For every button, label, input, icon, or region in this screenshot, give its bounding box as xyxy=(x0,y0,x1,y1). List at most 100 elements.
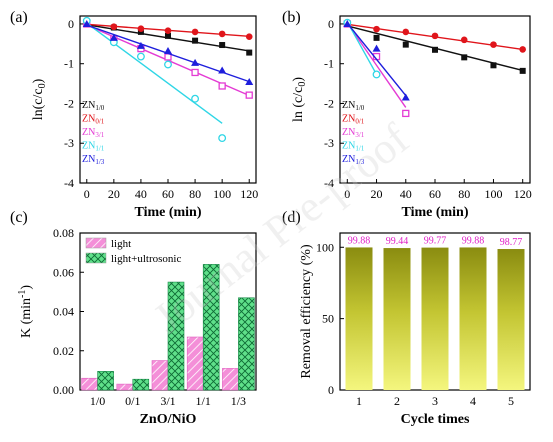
y-tick-label: -4 xyxy=(324,176,334,190)
bar-cycle xyxy=(345,247,373,390)
data-point xyxy=(191,94,200,103)
panel-c: 0.00 0.02 0.04 0.06 0.08 1/0 0/1 3/1 1/1 1/3 ZnO/N… xyxy=(17,226,257,427)
legend-entry-main: ZN xyxy=(342,100,355,111)
x-axis-title: Time (min) xyxy=(134,205,201,220)
y-axis-title: ln (c/c0) xyxy=(291,77,308,122)
data-point xyxy=(191,68,199,77)
data-point xyxy=(191,58,200,66)
legend-entry: ZN1/1 xyxy=(82,141,105,153)
x-tick-label: 0 xyxy=(344,187,350,201)
legend-entry-main: ZN xyxy=(82,127,95,138)
series-ZN1-3 xyxy=(82,19,254,86)
x-tick-label: 2 xyxy=(394,394,400,408)
legend-entry-sub: 1/1 xyxy=(95,145,104,153)
fit-line xyxy=(346,22,407,96)
legend-entry-sub: 3/1 xyxy=(95,131,104,139)
x-tick-label: 0 xyxy=(84,187,90,201)
data-point xyxy=(245,33,253,40)
legend-entry-main: ZN xyxy=(342,127,355,138)
data-point xyxy=(431,32,439,40)
panel-label: (b) xyxy=(282,9,301,26)
data-point xyxy=(519,67,526,74)
y-axis-title-main: K (min xyxy=(19,298,34,338)
bar-light-ultrosonic xyxy=(97,371,114,391)
data-point xyxy=(461,54,468,61)
x-tick-label: 3/1 xyxy=(160,394,175,408)
legend-entry-sub: 0/1 xyxy=(95,118,104,126)
x-tick-label: 60 xyxy=(429,187,441,201)
data-point xyxy=(245,91,253,99)
legend-entry: ZN3/1 xyxy=(82,127,105,139)
data-point xyxy=(164,27,172,35)
bar-light xyxy=(116,383,134,391)
x-tick-label: 20 xyxy=(371,187,383,201)
series-ZN0-1 xyxy=(344,20,526,53)
data-point xyxy=(109,33,118,41)
legend-entry-sub: 0/1 xyxy=(355,118,364,126)
data-label: 99.44 xyxy=(386,236,409,247)
y-tick-label: 50 xyxy=(322,312,334,326)
data-point xyxy=(218,134,227,143)
y-axis-title-close: ) xyxy=(31,78,46,83)
bar-light xyxy=(186,336,204,391)
data-label: 99.88 xyxy=(462,235,485,246)
legend-entry: ZN3/1 xyxy=(342,127,365,139)
data-point xyxy=(164,46,172,54)
legend-entry-main: ZN xyxy=(82,114,95,125)
legend-entry: ZN0/1 xyxy=(82,114,105,126)
data-point xyxy=(460,36,468,44)
data-point xyxy=(136,52,145,61)
y-tick-label: -3 xyxy=(324,136,334,150)
data-point xyxy=(519,46,526,53)
y-tick-label: 0.06 xyxy=(53,265,74,279)
y-tick-label: 0.02 xyxy=(53,344,74,358)
legend-label: light xyxy=(111,238,131,250)
legend-entry: ZN1/3 xyxy=(82,154,105,166)
legend-swatch xyxy=(85,252,107,264)
legend-entry: ZN0/1 xyxy=(342,114,365,126)
data-point xyxy=(218,30,226,38)
data-point xyxy=(218,82,226,90)
data-point xyxy=(402,28,410,36)
y-tick-label: 0.00 xyxy=(53,383,74,397)
x-tick-label: 40 xyxy=(400,187,412,201)
y-axis-title-close: ) xyxy=(19,285,34,290)
data-point xyxy=(137,25,145,33)
legend-entry-main: ZN xyxy=(342,154,355,165)
bar-cycle xyxy=(383,248,411,390)
x-tick-label: 120 xyxy=(514,187,532,201)
y-axis-title: Removal efficiency (%) xyxy=(299,244,314,379)
x-axis-title: Cycle times xyxy=(401,412,470,427)
x-tick-label: 80 xyxy=(458,187,470,201)
data-point xyxy=(82,19,91,27)
panel-b: 0 20 40 60 80 100 120 -4 -3 -2 -1 0 Time (min) ln (c/… xyxy=(291,15,532,220)
legend-entry-main: ZN xyxy=(342,114,355,125)
legend-entry: ZN1/1 xyxy=(342,141,365,153)
x-tick-label: 1/1 xyxy=(196,394,211,408)
data-point xyxy=(402,41,409,48)
y-axis-title-main: ln (c/c xyxy=(291,87,306,122)
y-axis-title: ln(c/c0) xyxy=(31,78,48,120)
y-tick-label: -2 xyxy=(64,96,74,110)
data-point xyxy=(432,46,438,53)
data-point xyxy=(192,37,199,44)
bar-light xyxy=(151,360,169,391)
y-tick-label: 100 xyxy=(316,240,334,254)
bar-cycle xyxy=(497,249,525,390)
legend-entry-main: ZN xyxy=(342,141,355,152)
panel-label: (d) xyxy=(282,209,301,226)
data-point xyxy=(165,32,171,39)
y-axis-title-close: ) xyxy=(291,77,306,82)
y-tick-label: -3 xyxy=(64,136,74,150)
legend-entry-sub: 1/0 xyxy=(95,104,104,112)
panel-d: 0 50 100 1 99.88 2 99.44 3 99.77 4 99.88 5 98.77 Cycl… xyxy=(299,232,531,427)
y-axis-title-sub: 0 xyxy=(297,82,308,87)
x-tick-label: 100 xyxy=(213,187,231,201)
legend-entry-sub: 1/0 xyxy=(355,104,364,112)
data-point xyxy=(372,70,381,79)
panel-label: (c) xyxy=(10,209,28,226)
x-tick-label: 1 xyxy=(356,394,362,408)
x-tick-label: 5 xyxy=(508,394,514,408)
x-tick-label: 60 xyxy=(162,187,174,201)
x-tick-label: 20 xyxy=(108,187,120,201)
